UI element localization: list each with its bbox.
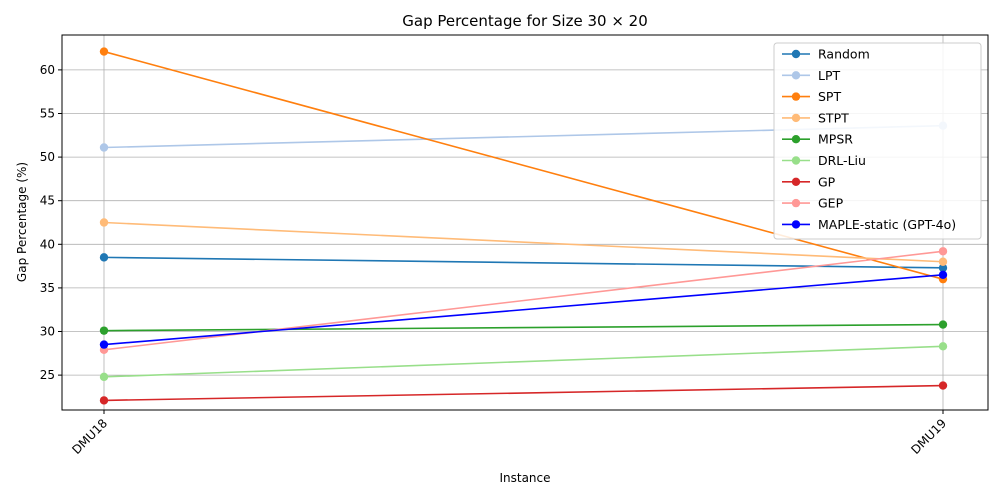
legend-label: GP — [818, 174, 836, 189]
legend-label: Random — [818, 47, 870, 62]
y-tick-label: 40 — [40, 237, 55, 251]
data-point — [938, 247, 948, 256]
legend-swatch-marker — [791, 156, 801, 165]
legend-label: MAPLE-static (GPT-4o) — [818, 217, 956, 232]
grid — [62, 35, 988, 410]
series-line — [103, 274, 944, 346]
x-axis-label: Instance — [499, 471, 550, 485]
y-tick-label: 45 — [40, 194, 55, 208]
series-random — [99, 253, 948, 273]
chart-title: Gap Percentage for Size 30 × 20 — [402, 12, 648, 30]
series-maple-static-gpt-4o — [99, 270, 948, 349]
y-tick-label: 35 — [40, 281, 55, 295]
data-point — [938, 342, 948, 351]
y-tick-label: 55 — [40, 106, 55, 120]
data-point — [938, 320, 948, 329]
series-line — [103, 256, 944, 269]
data-point — [938, 257, 948, 266]
legend-item: MPSR — [782, 132, 853, 147]
legend-item: MAPLE-static (GPT-4o) — [782, 217, 956, 232]
x-axis-ticks: DMU18 DMU19 — [69, 410, 949, 457]
legend-item: GEP — [782, 196, 844, 211]
series-line — [103, 221, 944, 263]
legend-swatch-marker — [791, 113, 801, 123]
legend-swatch-marker — [791, 198, 801, 208]
data-point — [938, 263, 948, 273]
legend-label: STPT — [818, 110, 849, 125]
data-point — [99, 253, 109, 262]
legend-swatch-marker — [791, 71, 801, 80]
series-line — [103, 50, 944, 280]
data-point — [99, 372, 109, 382]
data-point — [99, 396, 109, 405]
series-stpt — [99, 218, 948, 266]
data-point — [99, 218, 109, 227]
legend-item: DRL-Liu — [782, 153, 866, 168]
plot-frame — [61, 34, 989, 411]
legend-swatch-marker — [791, 177, 801, 186]
y-tick-label: 60 — [40, 63, 55, 77]
data-point — [99, 340, 109, 349]
data-point — [99, 47, 109, 56]
y-tick-label: 30 — [40, 325, 55, 339]
y-axis-label: Gap Percentage (%) — [15, 162, 29, 282]
legend-label: GEP — [818, 196, 844, 211]
legend-label: MPSR — [818, 132, 853, 147]
legend-label: SPT — [818, 89, 841, 104]
legend-item: STPT — [782, 110, 849, 125]
series-gp — [99, 381, 948, 405]
legend-item: SPT — [782, 89, 841, 104]
y-tick-label: 25 — [40, 368, 55, 382]
series-line — [103, 345, 944, 378]
legend-item: GP — [782, 174, 836, 189]
series-line — [103, 250, 944, 351]
legend-item: Random — [782, 47, 870, 62]
legend-item: LPT — [782, 68, 841, 83]
series-layer — [99, 47, 948, 405]
legend-swatch-marker — [791, 220, 801, 229]
y-tick-label: 50 — [40, 150, 55, 164]
data-point — [938, 381, 948, 390]
legend-label: LPT — [818, 68, 841, 83]
legend-box — [773, 42, 982, 240]
legend-swatch-marker — [791, 49, 801, 59]
series-mpsr — [99, 320, 948, 335]
legend: Random LPT SPT STPT MPSR DRL-Liu GP GEP MAPLE-st… — [773, 42, 982, 240]
data-point — [99, 143, 109, 152]
x-tick-label: DMU19 — [908, 416, 949, 457]
x-tick-label: DMU18 — [69, 416, 110, 457]
series-line — [103, 384, 944, 402]
series-drl-liu — [99, 342, 948, 382]
data-point — [938, 270, 948, 280]
series-line — [103, 323, 944, 332]
y-axis-ticks: 25 30 35 40 45 50 55 60 — [40, 63, 62, 382]
data-point — [99, 326, 109, 335]
legend-swatch-marker — [791, 92, 801, 101]
legend-swatch-marker — [791, 135, 801, 144]
legend-label: DRL-Liu — [818, 153, 866, 168]
